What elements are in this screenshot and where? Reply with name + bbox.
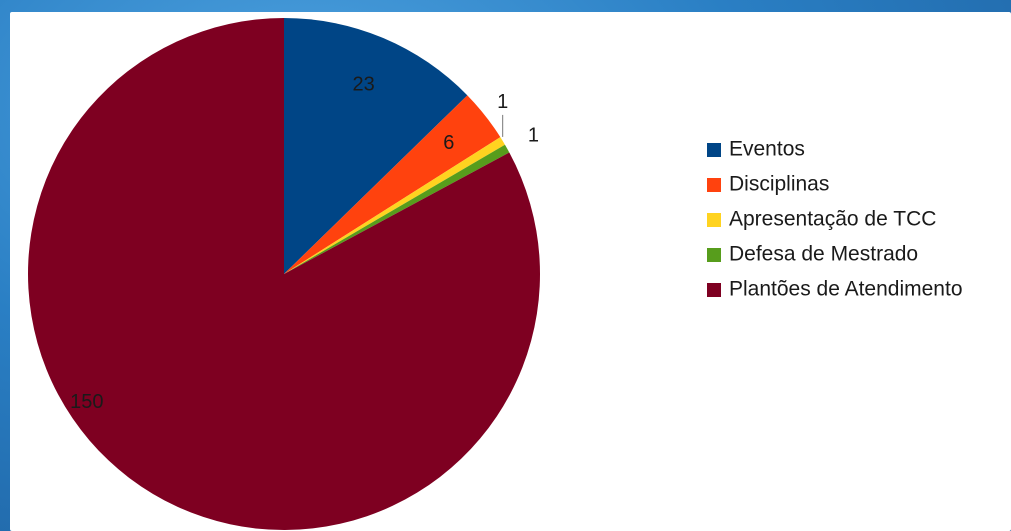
data-label-disciplinas: 6 — [443, 132, 454, 154]
data-label-defesa-de-mestrado: 1 — [528, 124, 539, 146]
legend-label-apresentacao-de-tcc: Apresentação de TCC — [729, 208, 936, 231]
legend-label-defesa-de-mestrado: Defesa de Mestrado — [729, 243, 918, 266]
legend-swatch-apresentacao-de-tcc — [707, 213, 721, 227]
legend-swatch-disciplinas — [707, 178, 721, 192]
legend-swatch-eventos — [707, 143, 721, 157]
pie-slice-plantoes-de-atendimento — [27, 18, 540, 531]
pie-slice-apresentacao-de-tcc — [284, 137, 505, 274]
pie-slice-defesa-de-mestrado — [284, 144, 510, 274]
data-label-plantoes-de-atendimento: 150 — [70, 391, 103, 413]
pie-slice-disciplinas — [284, 95, 501, 274]
legend: Eventos Disciplinas Apresentação de TCC Def… — [707, 138, 963, 301]
legend-swatch-defesa-de-mestrado — [707, 248, 721, 262]
data-label-apresentacao-de-tcc: 1 — [497, 91, 508, 113]
legend-label-plantoes-de-atendimento: Plantões de Atendimento — [729, 278, 963, 301]
data-label-eventos: 23 — [352, 74, 374, 96]
legend-label-eventos: Eventos — [729, 138, 805, 161]
legend-label-disciplinas: Disciplinas — [729, 173, 829, 196]
legend-swatch-plantoes-de-atendimento — [707, 283, 721, 297]
pie-slice-eventos — [284, 18, 468, 274]
